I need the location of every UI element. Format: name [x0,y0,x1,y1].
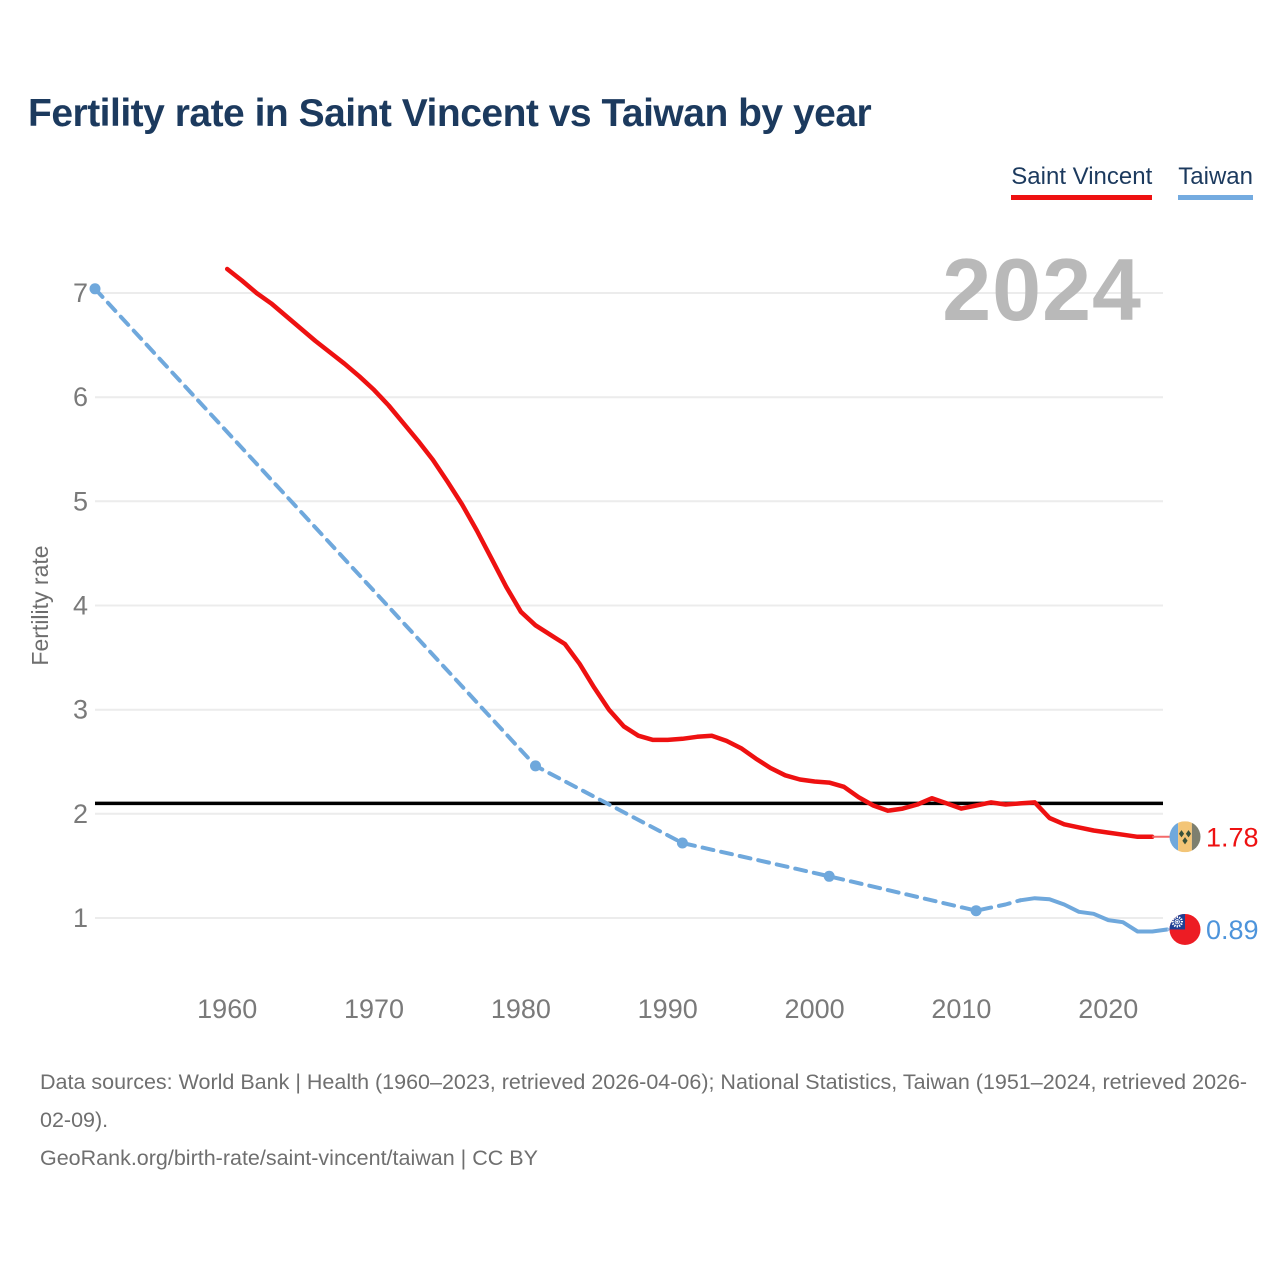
x-tick-label: 2020 [1078,994,1138,1024]
y-tick-label: 1 [73,903,88,933]
series-line-taiwan-annual [1018,896,1169,934]
data-point-marker-taiwan-interpolated [530,760,541,772]
data-point-marker-taiwan-interpolated [970,905,982,917]
end-value-label-taiwan: 0.89 [1206,915,1259,945]
y-tick-label: 5 [73,486,88,516]
flag-taiwan-icon [1169,913,1201,945]
legend-label-saint-vincent: Saint Vincent [1011,163,1153,190]
legend-item-taiwan[interactable]: Taiwan [1178,163,1253,201]
y-tick-label: 4 [73,591,88,621]
y-tick-label: 7 [73,278,88,308]
flag-saint-vincent-icon [1169,821,1201,853]
y-tick-label: 3 [73,695,88,725]
data-sources: Data sources: World Bank | Health (1960–… [40,1063,1268,1177]
data-point-marker-taiwan-interpolated [676,837,688,849]
x-tick-label: 1970 [344,994,404,1024]
data-point-marker-taiwan-interpolated [89,283,101,295]
end-value-label-saint-vincent: 1.78 [1206,822,1259,852]
data-point-marker-taiwan-interpolated [823,870,835,882]
legend-label-taiwan: Taiwan [1178,163,1253,190]
legend: Saint Vincent Taiwan [1011,163,1253,201]
watermark-year: 2024 [942,240,1142,339]
series-line-taiwan-interpolated [93,286,1023,913]
x-tick-label: 1990 [638,994,698,1024]
series-line-saint-vincent [224,266,1155,840]
page-title: Fertility rate in Saint Vincent vs Taiwa… [28,92,872,135]
legend-item-saint-vincent[interactable]: Saint Vincent [1011,163,1153,201]
y-axis-title: Fertility rate [27,545,53,665]
x-tick-label: 2000 [785,994,845,1024]
x-tick-label: 1960 [197,994,257,1024]
x-tick-label: 2010 [931,994,991,1024]
y-tick-label: 6 [73,382,88,412]
footer-sources: Data sources: World Bank | Health (1960–… [40,1070,1248,1132]
x-tick-label: 1980 [491,994,551,1024]
y-tick-label: 2 [73,799,88,829]
footer-link: GeoRank.org/birth-rate/saint-vincent/tai… [40,1146,538,1170]
